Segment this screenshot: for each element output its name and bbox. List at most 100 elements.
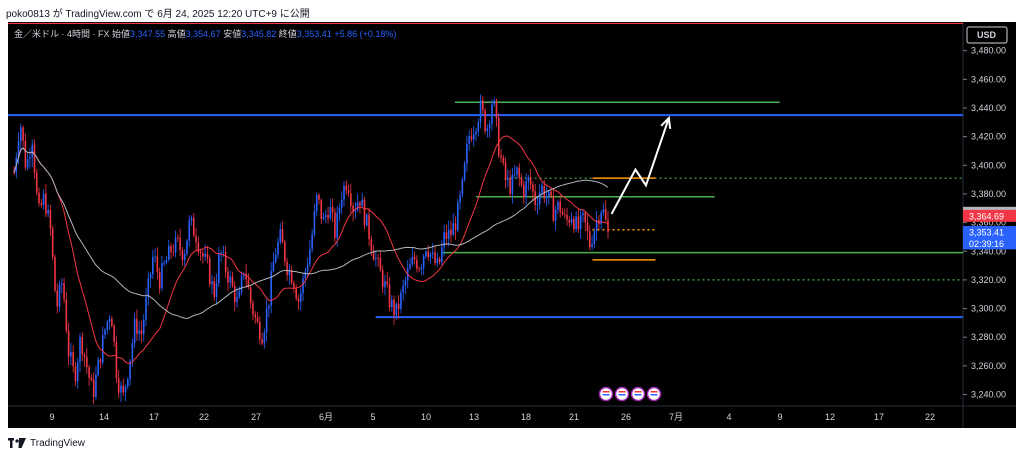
candle-body <box>456 202 459 231</box>
candle-body <box>518 167 521 178</box>
price-tick-label: 3,260.00 <box>971 361 1006 371</box>
time-tick-label: 6月 <box>319 412 333 422</box>
candle-body <box>154 256 156 258</box>
candle-body <box>541 185 543 193</box>
candle-body <box>42 193 45 206</box>
candle-body <box>163 262 166 264</box>
candle-body <box>497 118 500 156</box>
candle-body <box>584 212 587 223</box>
candle-body <box>29 157 31 159</box>
candle-body <box>570 218 573 223</box>
candle-body <box>381 270 384 288</box>
low-label: 安値 <box>223 29 242 39</box>
candle-body <box>133 318 136 344</box>
candle-body <box>290 269 293 284</box>
candle-body <box>158 272 161 289</box>
candle-body <box>20 127 22 142</box>
candle-body <box>318 195 320 200</box>
time-tick-label: 14 <box>99 412 109 422</box>
price-tick-label: 3,400.00 <box>971 160 1006 170</box>
candle-body <box>281 229 284 243</box>
candle-body <box>579 215 582 230</box>
candle-body <box>26 158 29 168</box>
candle-body <box>313 211 316 235</box>
chart-svg[interactable]: 3,240.00 3,260.00 3,280.00 3,300.00 3,320.00… <box>8 22 1016 428</box>
candle-body <box>220 252 222 255</box>
candle-body <box>174 237 177 253</box>
candle-body <box>470 136 473 140</box>
candle-body <box>507 177 509 181</box>
candle-body <box>395 303 398 316</box>
candle-body <box>545 196 548 199</box>
symbol-label: 金／米ドル · 4時間 · FX <box>14 29 110 39</box>
candle-body <box>129 360 131 380</box>
candle-body <box>345 185 348 191</box>
candle-body <box>97 359 100 376</box>
candle-body <box>117 378 120 393</box>
candle-body <box>208 258 211 285</box>
time-tick-label: 13 <box>469 412 479 422</box>
candle-body <box>486 128 489 132</box>
candle-body <box>365 214 368 226</box>
candle-body <box>522 184 525 198</box>
candle-body <box>299 293 302 302</box>
chart-frame[interactable]: 3,240.00 3,260.00 3,280.00 3,300.00 3,320.00… <box>8 22 1016 428</box>
candle-body <box>284 242 286 262</box>
candle-body <box>170 245 172 252</box>
candle-body <box>188 220 191 241</box>
candle-body <box>573 218 575 230</box>
candle-body <box>147 278 150 298</box>
candle-body <box>370 239 373 251</box>
candle-body <box>502 157 505 163</box>
time-tick-label: 22 <box>199 412 209 422</box>
low-value: 3,345.82 <box>241 29 277 39</box>
candle-body <box>79 336 81 363</box>
candle-body <box>268 305 270 309</box>
candle-body <box>13 172 15 174</box>
flag-stripe <box>650 394 658 396</box>
candle-body <box>302 278 304 294</box>
candle-body <box>404 280 407 286</box>
price-label-box <box>963 209 1016 222</box>
candle-body <box>145 297 147 320</box>
candle-body <box>416 259 418 269</box>
candle-body <box>265 308 268 333</box>
candle-body <box>124 386 127 393</box>
candle-body <box>350 193 352 206</box>
candle-body <box>261 339 263 344</box>
candle-body <box>31 144 34 158</box>
candle-body <box>83 354 86 357</box>
time-tick-label: 5 <box>370 412 375 422</box>
candle-body <box>76 362 79 382</box>
flag-stripe <box>618 391 626 393</box>
candle-body <box>195 235 197 243</box>
price-label-text: 3,364.69 <box>969 211 1004 221</box>
candle-body <box>434 252 436 264</box>
candle-body <box>263 332 266 344</box>
time-tick-label: 9 <box>49 412 54 422</box>
price-tick-label: 3,280.00 <box>971 332 1006 342</box>
candle-body <box>379 257 382 271</box>
candle-body <box>51 228 54 257</box>
candle-body <box>229 276 232 283</box>
candle-body <box>92 379 95 398</box>
flag-stripe <box>650 391 658 393</box>
time-tick-label: 17 <box>149 412 159 422</box>
candle-body <box>304 271 307 279</box>
forecast-arrow-head <box>660 115 672 130</box>
candle-body <box>60 283 63 285</box>
ohlc-legend: 金／米ドル · 4時間 · FX 始値3,347.55 高値3,354.67 安… <box>14 27 396 40</box>
candle-body <box>450 229 452 235</box>
candle-body <box>306 264 309 272</box>
candle-body <box>493 100 496 105</box>
candle-body <box>272 261 275 272</box>
candle-body <box>24 140 27 168</box>
candle-body <box>356 202 359 210</box>
candle-body <box>167 245 170 260</box>
time-tick-label: 22 <box>925 412 935 422</box>
candle-body <box>563 214 566 215</box>
candle-body <box>431 252 434 255</box>
candle-body <box>393 299 395 316</box>
candle-body <box>47 209 49 214</box>
candle-body <box>500 155 502 158</box>
